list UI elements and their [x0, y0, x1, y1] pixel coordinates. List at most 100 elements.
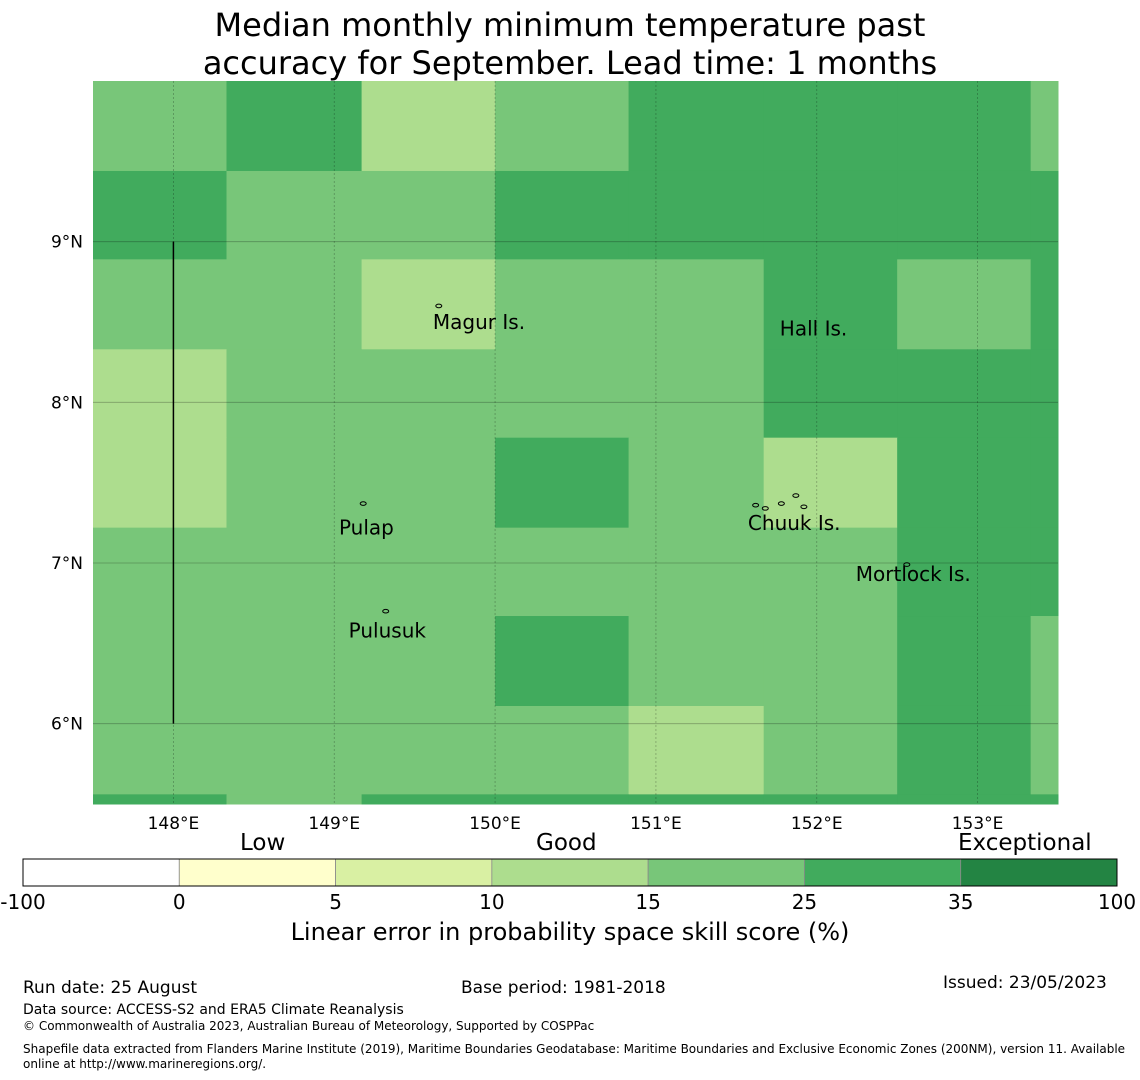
longitude-tick-label: 151°E: [630, 814, 682, 834]
grid-cell: [495, 527, 630, 617]
grid-cell: [763, 170, 898, 260]
colorbar-bin: [804, 858, 962, 887]
place-label: Pulap: [339, 516, 394, 540]
colorbar-tick-label: -100: [0, 890, 46, 914]
grid-cell: [93, 705, 227, 795]
grid-cell: [763, 527, 898, 617]
grid-cell: [361, 259, 496, 350]
grid-cell: [361, 527, 496, 617]
base-period: Base period: 1981-2018: [461, 978, 666, 998]
grid-cell: [1030, 170, 1059, 260]
category-good: Good: [536, 830, 597, 856]
grid-cell: [226, 616, 363, 707]
longitude-tick-label: 153°E: [952, 814, 1004, 834]
grid-cell: [763, 259, 898, 350]
grid-cell: [1030, 349, 1059, 439]
grid-cell: [495, 794, 630, 805]
latitude-tick-label: 8°N: [51, 393, 83, 413]
grid-cell: [226, 349, 363, 439]
grid-cell: [495, 259, 630, 350]
grid-cell: [763, 705, 898, 795]
grid-cell: [495, 705, 630, 795]
place-label: Chuuk Is.: [748, 511, 841, 535]
grid-cell: [1030, 437, 1059, 529]
island-outline: [800, 504, 808, 510]
grid-cell: [628, 794, 765, 805]
grid-cell: [93, 437, 227, 529]
grid-cell: [495, 437, 630, 529]
grid-cell: [361, 437, 496, 529]
grid-cell: [1030, 527, 1059, 617]
data-source: Data source: ACCESS-S2 and ERA5 Climate …: [23, 1002, 404, 1018]
grid-cell: [226, 81, 363, 172]
chart-title: Median monthly minimum temperature past …: [0, 6, 1140, 82]
colorbar-bin: [335, 858, 493, 887]
grid-cell: [495, 170, 630, 260]
grid-cell: [1030, 259, 1059, 350]
island-outline: [382, 608, 390, 614]
grid-cell: [628, 437, 765, 529]
grid-cell: [93, 81, 227, 172]
grid-cell: [93, 527, 227, 617]
grid-cell: [628, 259, 765, 350]
grid-cell: [93, 170, 227, 260]
colorbar-bin: [491, 858, 649, 887]
grid-cell: [897, 259, 1032, 350]
grid-cell: [361, 705, 496, 795]
grid-cell: [1030, 705, 1059, 795]
island-outline: [752, 502, 760, 508]
grid-cell: [897, 527, 1032, 617]
grid-cell: [226, 527, 363, 617]
grid-cell: [763, 437, 898, 529]
colorbar-tick-label: 0: [172, 890, 186, 914]
colorbar-tick-label: 100: [1097, 890, 1137, 914]
island-outline: [777, 501, 785, 506]
grid-cell: [226, 170, 363, 260]
grid-cell: [93, 349, 227, 439]
grid-cell: [1030, 794, 1059, 805]
grid-cell: [897, 616, 1032, 707]
colorbar-tick-label: 35: [947, 890, 974, 914]
island-outline: [435, 303, 443, 309]
grid-cell: [628, 705, 765, 795]
grid-cell: [763, 81, 898, 172]
longitude-tick-label: 152°E: [791, 814, 843, 834]
grid-cell: [763, 616, 898, 707]
grid-cell: [361, 170, 496, 260]
latitude-tick-label: 7°N: [51, 554, 83, 574]
colorbar-bin: [647, 858, 805, 887]
island-outline: [903, 562, 911, 567]
island-outline: [761, 506, 769, 511]
grid-cell: [628, 616, 765, 707]
colorbar-bin: [178, 858, 336, 887]
grid-cell: [897, 794, 1032, 805]
island-outline: [359, 501, 367, 506]
colorbar-bin: [22, 858, 180, 887]
colorbar-tick-label: 25: [791, 890, 818, 914]
grid-cell: [495, 81, 630, 172]
grid-cell: [897, 437, 1032, 529]
grid-cell: [226, 437, 363, 529]
skill-score-map: Magur Is. Hall Is. Pulap Chuuk Is. Mortlock …: [22, 81, 1118, 887]
grid-cell: [361, 81, 496, 172]
issued-date: Issued: 23/05/2023: [943, 973, 1107, 993]
longitude-tick-label: 148°E: [148, 814, 200, 834]
colorbar-frame: [22, 858, 1118, 887]
colorbar-tick-label: 15: [635, 890, 661, 914]
colorbar-tick-label: 5: [329, 890, 342, 914]
latitude-tick-label: 9°N: [51, 233, 83, 253]
place-label: Magur Is.: [433, 310, 525, 334]
chart-title-line-1: Median monthly minimum temperature past: [214, 6, 926, 44]
category-exceptional: Exceptional: [958, 830, 1092, 856]
grid-cell: [897, 349, 1032, 439]
grid-cell: [1030, 81, 1059, 172]
place-label: Hall Is.: [780, 316, 847, 340]
grid-cell: [628, 349, 765, 439]
place-label: Pulusuk: [349, 618, 427, 642]
island-outline: [792, 493, 800, 498]
grid-cell: [226, 794, 363, 805]
grid-cell: [361, 794, 496, 805]
category-low: Low: [240, 830, 286, 856]
grid-cell: [495, 616, 630, 707]
grid-cell: [495, 349, 630, 439]
